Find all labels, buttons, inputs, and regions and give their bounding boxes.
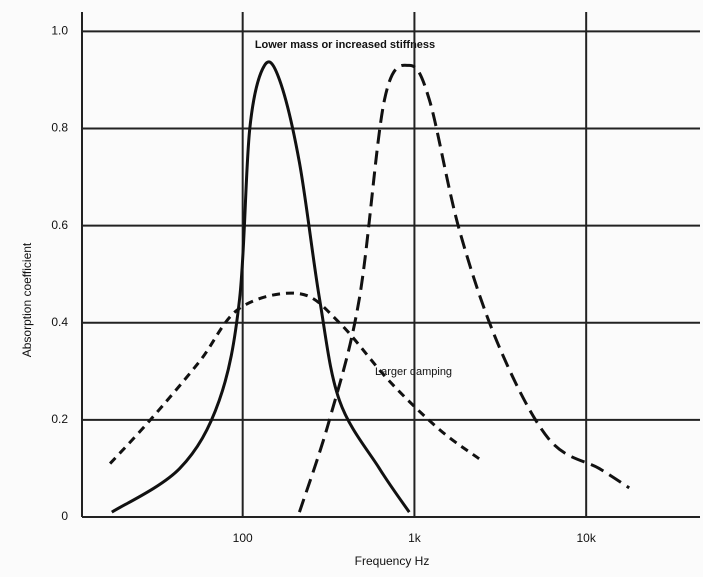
y-tick-label: 1.0 (51, 24, 68, 38)
y-tick-label: 0.6 (51, 218, 68, 232)
x-tick-label: 10k (576, 531, 596, 545)
annotation: Lower mass or increased stiffness (255, 39, 435, 51)
y-axis-label: Absorption coefficient (20, 242, 34, 357)
y-tick-label: 0.2 (51, 412, 68, 426)
curve (111, 60, 411, 514)
x-tick-label: 100 (233, 531, 253, 545)
curve (108, 291, 480, 465)
x-tick-label: 1k (408, 531, 422, 545)
curve (297, 63, 630, 513)
y-tick-label: 0 (61, 509, 68, 523)
x-axis-label: Frequency Hz (355, 554, 430, 568)
y-tick-label: 0.8 (51, 121, 68, 135)
y-tick-label: 0.4 (51, 315, 68, 329)
